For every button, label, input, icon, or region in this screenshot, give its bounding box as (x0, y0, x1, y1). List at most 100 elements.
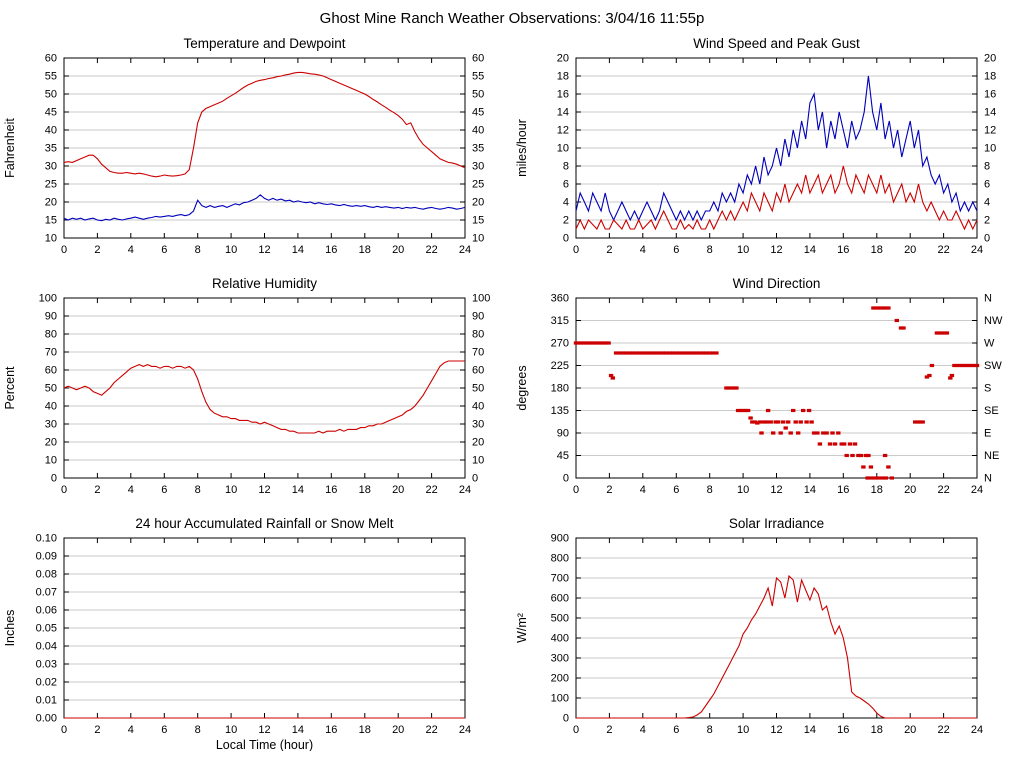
y-tick-label: 20 (557, 53, 569, 65)
wind-direction-point (894, 318, 899, 323)
wind-direction-point (839, 442, 844, 446)
y2-tick-label: 50 (472, 89, 484, 101)
wind-direction-point (608, 373, 614, 378)
wind-direction-point (755, 421, 760, 425)
wind-direction-point (869, 476, 874, 480)
y-tick-label: 2 (563, 215, 569, 227)
wind-direction-point (883, 476, 889, 480)
y2-tick-label: 25 (472, 179, 484, 191)
x-tick-label: 0 (61, 724, 67, 736)
series-humidity-line (63, 360, 465, 434)
wind-direction-point (598, 341, 604, 345)
y-tick-label: 225 (551, 360, 569, 372)
chart-title: Relative Humidity (212, 276, 317, 291)
y-tick-label: 18 (557, 71, 569, 83)
wind-direction-point (913, 420, 918, 424)
wind-direction-point (801, 408, 806, 413)
y-tick-label: 0.02 (36, 677, 57, 689)
x-tick-label: 16 (325, 724, 337, 736)
wind-direction-point (959, 363, 965, 368)
wind-direction-point (850, 453, 855, 458)
y-axis-label: miles/hour (515, 119, 529, 177)
y2-tick-label: 100 (472, 293, 490, 305)
wind-direction-point (964, 363, 970, 368)
x-tick-label: 2 (94, 724, 100, 736)
y2-tick-label: SW (984, 360, 1002, 372)
wind-direction-point (596, 341, 601, 345)
y-tick-label: 30 (45, 161, 57, 173)
page-title: Ghost Mine Ranch Weather Observations: 3… (319, 10, 705, 27)
wind-direction-point (726, 386, 732, 390)
y2-tick-label: 0 (984, 233, 990, 245)
wind-direction-point (654, 351, 659, 355)
y-tick-label: 35 (45, 143, 57, 155)
wind-direction-point (697, 351, 702, 355)
y2-tick-label: 60 (472, 53, 484, 65)
wind-direction-point (788, 431, 793, 435)
y-tick-label: 300 (551, 653, 569, 665)
x-tick-label: 14 (804, 244, 816, 256)
x-tick-label: 8 (195, 484, 201, 496)
wind-direction-point (670, 351, 676, 355)
x-tick-label: 18 (359, 244, 371, 256)
wind-direction-point (962, 363, 967, 368)
x-tick-label: 20 (392, 724, 404, 736)
wind-direction-point (942, 331, 947, 335)
x-tick-label: 4 (640, 244, 646, 256)
x-tick-label: 20 (392, 244, 404, 256)
wind-direction-point (806, 408, 812, 413)
wind-direction-point (882, 453, 888, 458)
wind-direction-point (918, 420, 923, 424)
wind-direction-point (873, 306, 879, 310)
x-tick-label: 6 (161, 484, 167, 496)
wind-direction-point (847, 442, 853, 446)
wind-direction-point (700, 351, 706, 355)
y-tick-label: 10 (557, 143, 569, 155)
y-tick-label: 0 (563, 233, 569, 245)
wind-direction-point (878, 306, 884, 310)
y-tick-label: 80 (45, 329, 57, 341)
wind-direction-point (573, 341, 579, 345)
wind-direction-point (778, 431, 783, 435)
x-tick-label: 14 (804, 724, 816, 736)
wind-direction-point (588, 341, 594, 345)
report-header: Ghost Mine Ranch Weather Observations: 3… (0, 0, 1024, 31)
wind-direction-point (583, 341, 589, 345)
wind-direction-point (684, 351, 689, 355)
x-tick-label: 22 (425, 724, 437, 736)
wind-direction-point (759, 431, 764, 435)
y2-tick-label: E (984, 428, 991, 440)
x-tick-label: 8 (707, 484, 713, 496)
y-tick-label: 500 (551, 613, 569, 625)
wind-direction-point (644, 351, 649, 355)
y-tick-label: 0 (51, 473, 57, 485)
x-tick-label: 24 (971, 724, 983, 736)
x-tick-label: 0 (61, 484, 67, 496)
x-tick-label: 22 (425, 244, 437, 256)
y2-tick-label: 16 (984, 89, 996, 101)
x-tick-label: 16 (325, 244, 337, 256)
chart-title: Wind Speed and Peak Gust (693, 36, 860, 51)
wind-direction-point (640, 351, 645, 355)
wind-direction-point (657, 351, 662, 355)
wind-direction-point (939, 331, 945, 335)
wind-direction-point (731, 386, 737, 390)
y2-tick-label: 55 (472, 71, 484, 83)
wind-direction-point (707, 351, 712, 355)
wind-direction-point (617, 351, 622, 355)
x-tick-label: 0 (573, 724, 579, 736)
x-tick-label: 6 (673, 484, 679, 496)
y-tick-label: 180 (551, 383, 569, 395)
y-tick-label: 900 (551, 533, 569, 545)
x-tick-label: 22 (937, 244, 949, 256)
wind-direction-point (593, 341, 599, 345)
y2-tick-label: 10 (472, 455, 484, 467)
x-tick-label: 4 (128, 484, 134, 496)
wind-direction-point (832, 442, 838, 446)
y-tick-label: 45 (45, 107, 57, 119)
x-tick-label: 2 (94, 244, 100, 256)
chart-rainfall: 0.00 0.01 0.02 0.03 0.04 0.05 0.06 0.07 0.08 0.09… (0, 511, 512, 751)
wind-direction-point (967, 363, 972, 368)
